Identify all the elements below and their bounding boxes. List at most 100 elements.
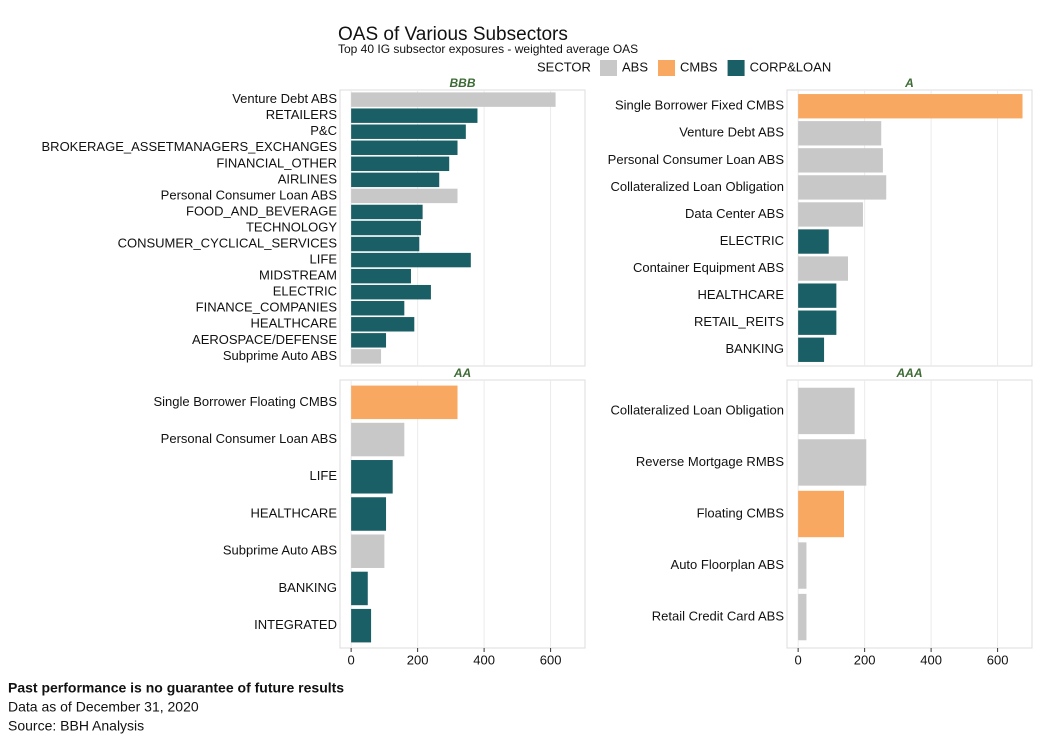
bar <box>351 108 478 123</box>
bar <box>351 188 458 204</box>
bar <box>351 571 368 606</box>
y-tick-label: Subprime Auto ABS <box>223 348 338 363</box>
panel-strip <box>787 78 1032 90</box>
y-tick-label: FINANCE_COMPANIES <box>196 300 338 315</box>
bar <box>351 422 405 457</box>
legend-label: CMBS <box>680 59 718 74</box>
y-tick-label: P&C <box>310 123 337 138</box>
legend-swatch <box>727 60 745 76</box>
panel-border <box>786 379 1033 649</box>
bar <box>798 490 845 538</box>
x-tick-label: 200 <box>854 652 876 667</box>
y-tick-label: Auto Floorplan ABS <box>671 557 785 572</box>
bar <box>351 140 458 155</box>
bar <box>798 229 829 254</box>
bar <box>351 333 387 348</box>
chart-title: OAS of Various Subsectors <box>338 24 568 45</box>
bar <box>351 204 423 220</box>
bar <box>798 542 807 589</box>
legend-swatch <box>600 60 617 76</box>
bar <box>351 268 411 284</box>
footer-note: Data as of December 31, 2020 <box>8 699 199 715</box>
y-tick-label: Personal Consumer Loan ABS <box>161 431 338 446</box>
bar <box>351 156 450 172</box>
bar <box>351 236 420 252</box>
y-tick-label: Container Equipment ABS <box>633 260 784 275</box>
y-tick-label: ELECTRIC <box>273 284 337 299</box>
bar <box>351 301 405 316</box>
bar <box>351 385 458 420</box>
bar <box>351 284 431 300</box>
y-tick-label: Single Borrower Fixed CMBS <box>615 98 784 113</box>
legend-title: SECTOR <box>537 59 591 74</box>
panel-title: AAA <box>896 366 923 380</box>
bar <box>798 337 825 362</box>
y-tick-label: RETAIL_REITS <box>694 314 784 329</box>
y-tick-label: Floating CMBS <box>697 505 785 520</box>
y-tick-label: Collateralized Loan Obligation <box>611 179 784 194</box>
y-tick-label: ELECTRIC <box>720 233 784 248</box>
panel-strip <box>340 78 585 90</box>
bar <box>798 202 863 227</box>
y-tick-label: Retail Credit Card ABS <box>652 609 785 624</box>
panel-strip <box>787 368 1032 380</box>
y-tick-label: BANKING <box>725 341 784 356</box>
y-tick-label: TECHNOLOGY <box>246 219 337 234</box>
bar <box>798 439 867 486</box>
bar <box>798 593 807 641</box>
y-tick-label: Subprime Auto ABS <box>223 543 338 558</box>
bar <box>351 124 466 139</box>
bar <box>798 148 883 173</box>
y-tick-label: LIFE <box>310 252 338 267</box>
y-tick-label: Data Center ABS <box>685 206 784 221</box>
y-tick-label: MIDSTREAM <box>259 268 337 283</box>
bar <box>798 121 882 146</box>
bar <box>351 220 421 236</box>
bar <box>798 175 887 200</box>
y-tick-label: CONSUMER_CYCLICAL_SERVICES <box>118 235 338 250</box>
bar <box>351 92 556 107</box>
panel-title: AA <box>453 366 471 380</box>
y-tick-label: AEROSPACE/DEFENSE <box>192 332 337 347</box>
y-tick-label: Single Borrower Floating CMBS <box>153 394 337 409</box>
panel-border <box>339 379 586 649</box>
footer-note: Source: BBH Analysis <box>8 718 144 734</box>
bar <box>351 460 393 494</box>
bar <box>798 387 855 435</box>
legend-label: ABS <box>622 59 648 74</box>
y-tick-label: Personal Consumer Loan ABS <box>608 152 785 167</box>
x-tick-label: 600 <box>987 652 1009 667</box>
x-tick-label: 600 <box>540 652 562 667</box>
bar <box>798 256 849 281</box>
legend-swatch <box>658 60 676 76</box>
bar <box>798 94 1023 119</box>
bar <box>351 252 471 268</box>
bar <box>351 534 385 568</box>
panel-strip <box>340 368 585 380</box>
footer-note: Past performance is no guarantee of futu… <box>8 680 344 696</box>
y-tick-label: BROKERAGE_ASSETMANAGERS_EXCHANGES <box>42 139 338 154</box>
x-tick-label: 0 <box>348 652 355 667</box>
y-tick-label: HEALTHCARE <box>251 316 338 331</box>
x-tick-label: 0 <box>795 652 802 667</box>
bar <box>798 310 837 335</box>
x-tick-label: 400 <box>473 652 495 667</box>
legend-label: CORP&LOAN <box>750 59 832 74</box>
bar <box>351 497 387 531</box>
y-tick-label: RETAILERS <box>266 107 338 122</box>
y-tick-label: FOOD_AND_BEVERAGE <box>186 203 337 218</box>
chart-subtitle: Top 40 IG subsector exposures - weighted… <box>338 42 638 56</box>
panel-border <box>339 89 586 367</box>
y-tick-label: Venture Debt ABS <box>679 125 784 140</box>
bar <box>351 317 415 332</box>
bar <box>351 349 382 364</box>
y-tick-label: HEALTHCARE <box>251 505 338 520</box>
panel-title: BBB <box>450 76 476 90</box>
y-tick-label: AIRLINES <box>278 171 338 186</box>
panel-border <box>786 89 1033 367</box>
bar <box>798 283 837 308</box>
bar <box>351 608 372 643</box>
y-tick-label: Collateralized Loan Obligation <box>611 402 784 417</box>
x-tick-label: 200 <box>407 652 429 667</box>
